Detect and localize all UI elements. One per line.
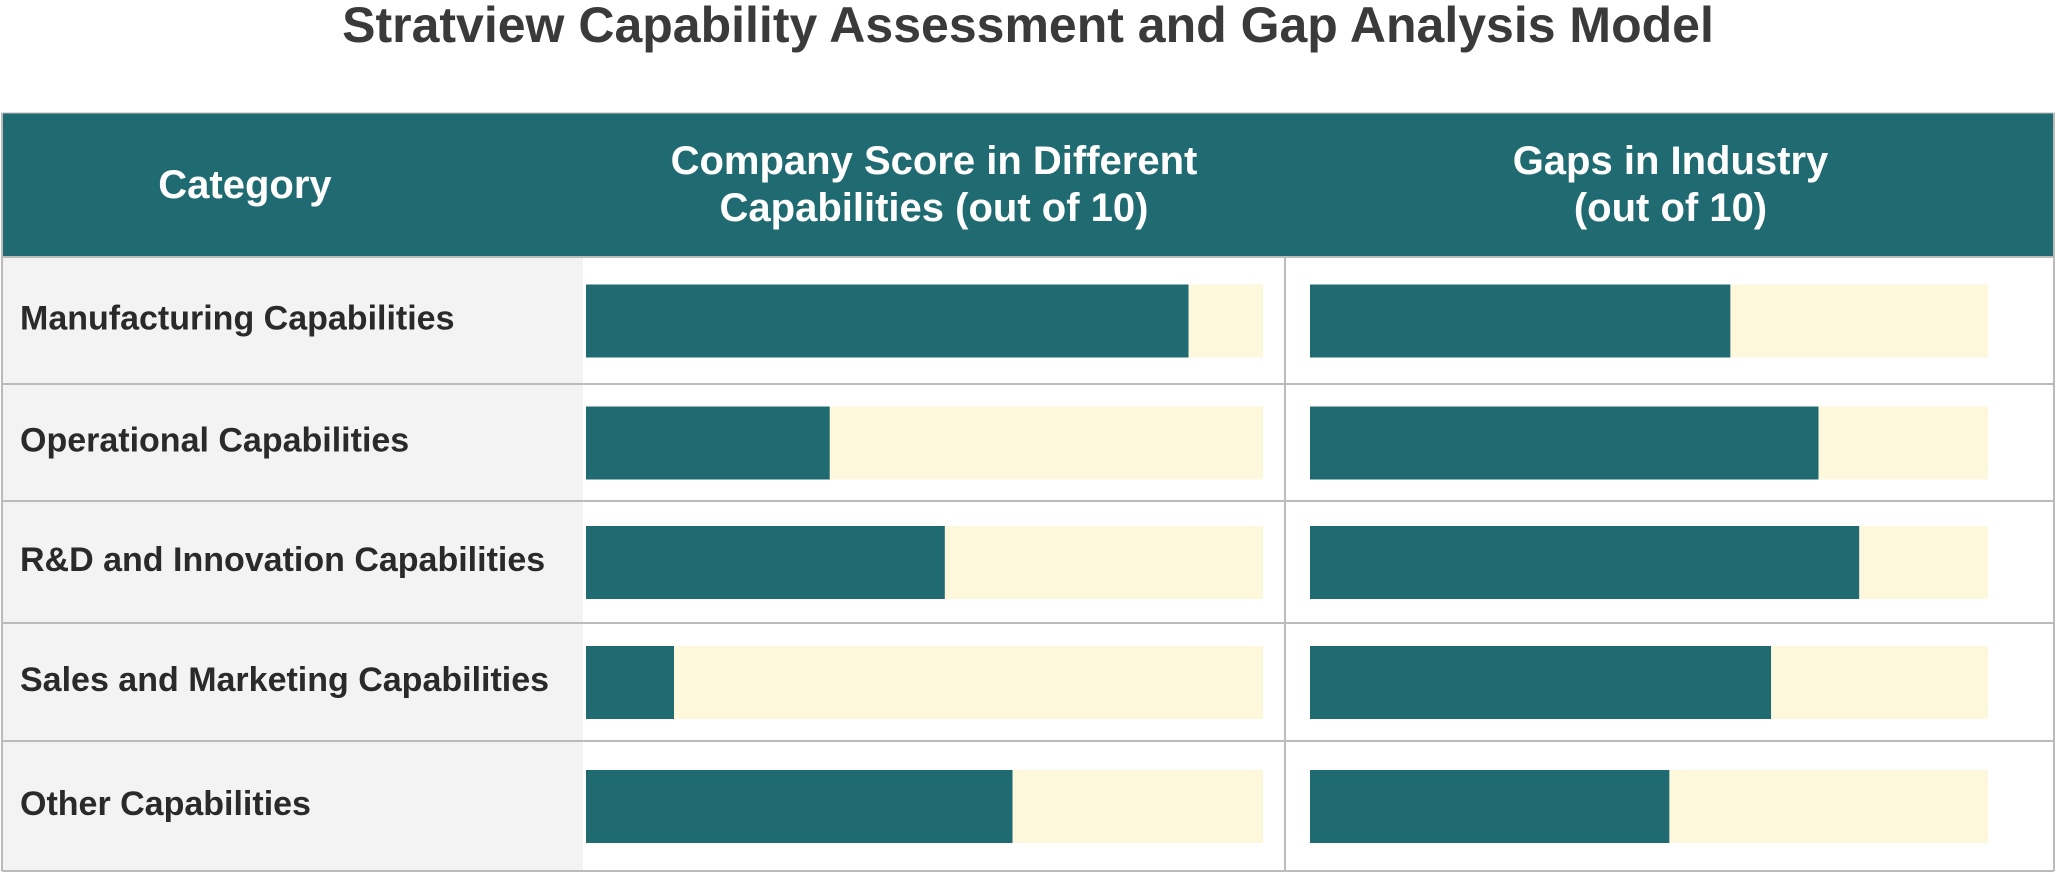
bar-track [586, 646, 1263, 719]
chart-title: Stratview Capability Assessment and Gap … [342, 0, 1714, 53]
bar [1310, 770, 1670, 843]
category-label: Operational Capabilities [20, 421, 409, 459]
bar [586, 406, 830, 480]
bar [1310, 646, 1772, 719]
category-header: Category [158, 162, 332, 207]
series-header: Gaps in Industry (out of 10) [1512, 139, 1829, 230]
bar [586, 770, 1013, 843]
category-label: Sales and Marketing Capabilities [20, 661, 549, 699]
category-label: Manufacturing Capabilities [20, 299, 455, 337]
bar [1310, 284, 1731, 358]
category-column [2, 257, 583, 871]
bar [1310, 526, 1860, 599]
series-header: Company Score in Different Capabilities … [670, 139, 1198, 230]
header-band [1, 112, 2055, 258]
bar [1310, 406, 1819, 480]
category-label: R&D and Innovation Capabilities [20, 541, 545, 579]
bar [586, 284, 1189, 358]
bar [586, 526, 945, 599]
category-label: Other Capabilities [20, 785, 311, 823]
bar [586, 646, 675, 719]
